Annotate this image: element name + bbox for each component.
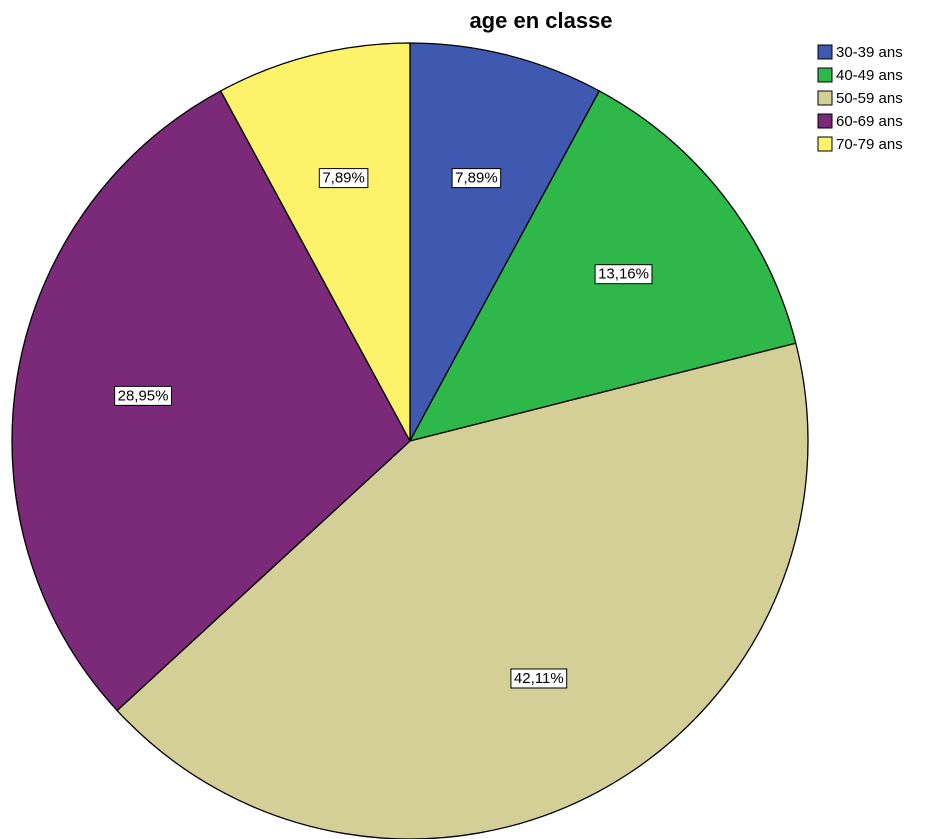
- legend-swatch: [817, 136, 833, 152]
- data-label-box: [451, 168, 502, 189]
- legend-label: 60-69 ans: [836, 113, 903, 130]
- legend-label: 40-49 ans: [836, 67, 903, 84]
- legend-label: 30-39 ans: [836, 44, 903, 61]
- data-label: 13,16%: [598, 266, 649, 283]
- legend-swatch: [817, 44, 833, 60]
- data-label-box: [318, 168, 369, 189]
- data-label-box: [114, 385, 172, 406]
- data-label: 7,89%: [322, 170, 365, 187]
- pie-slice: [11, 90, 411, 712]
- data-label: 28,95%: [118, 387, 169, 404]
- legend-swatch: [817, 67, 833, 83]
- data-label-box: [594, 264, 653, 285]
- legend-swatch: [817, 113, 833, 129]
- data-label: 7,89%: [455, 170, 498, 187]
- data-label-box: [510, 668, 568, 689]
- data-label: 42,11%: [514, 670, 564, 687]
- pie-slice: [409, 42, 601, 442]
- legend-swatch: [817, 90, 833, 106]
- pie-slice: [219, 42, 411, 442]
- pie-slice: [116, 342, 809, 839]
- chart-title: age en classe: [469, 8, 612, 33]
- legend-label: 70-79 ans: [836, 136, 903, 153]
- legend-label: 50-59 ans: [836, 90, 903, 107]
